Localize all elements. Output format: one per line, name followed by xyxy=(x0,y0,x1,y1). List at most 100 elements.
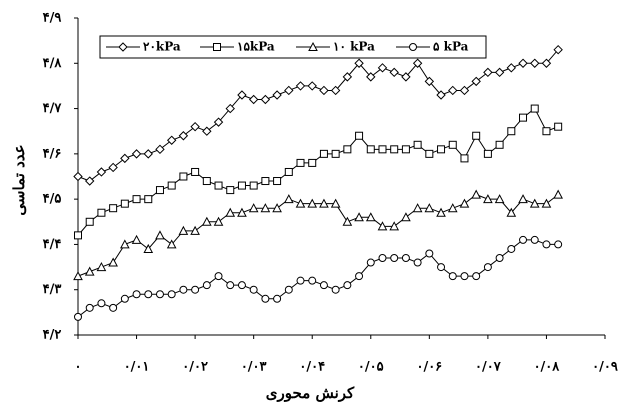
y-tick-label: ۴/۵ xyxy=(43,192,62,207)
data-point xyxy=(295,81,306,91)
legend-label: ۵ kPa xyxy=(433,40,469,54)
y-axis-title: عدد تماسی xyxy=(10,144,28,215)
data-point xyxy=(273,177,282,186)
data-point xyxy=(472,272,481,281)
data-point xyxy=(354,58,364,68)
y-tick-label: ۴/۷ xyxy=(43,101,63,116)
data-point xyxy=(96,167,107,177)
data-point xyxy=(330,85,341,96)
data-point xyxy=(249,181,258,190)
data-point xyxy=(226,281,235,290)
data-point xyxy=(342,216,353,226)
data-point xyxy=(355,131,364,140)
y-tick-label: ۴/۳ xyxy=(43,282,62,297)
data-point xyxy=(483,263,492,272)
data-point xyxy=(425,149,434,158)
data-point xyxy=(143,243,154,253)
data-point xyxy=(412,203,423,213)
data-point xyxy=(190,225,200,235)
series-line xyxy=(77,107,559,236)
data-point xyxy=(330,198,341,208)
data-point xyxy=(120,239,130,249)
data-point xyxy=(378,254,387,263)
data-point xyxy=(155,230,165,240)
x-tick-label: ۰/۰۶ xyxy=(416,360,442,375)
data-point xyxy=(237,207,247,217)
data-point xyxy=(261,294,270,303)
data-point xyxy=(437,263,446,272)
data-point xyxy=(237,281,246,290)
data-point xyxy=(519,113,528,122)
data-point xyxy=(85,176,95,186)
data-point xyxy=(167,290,176,299)
data-point xyxy=(483,67,493,78)
data-point xyxy=(460,272,469,281)
data-point xyxy=(260,94,271,105)
data-point xyxy=(448,272,457,281)
data-point xyxy=(131,234,142,244)
x-tick-label: ۰/۰۲ xyxy=(182,360,208,375)
data-point xyxy=(179,172,188,181)
data-point xyxy=(96,262,107,272)
data-point xyxy=(401,72,411,82)
data-point xyxy=(436,207,446,217)
data-point xyxy=(144,195,153,204)
legend-marker xyxy=(308,41,318,51)
x-axis-title: کرنش محوری xyxy=(266,384,355,402)
data-point xyxy=(166,239,177,249)
data-point xyxy=(542,240,551,249)
data-point xyxy=(494,67,505,78)
data-point xyxy=(295,198,306,208)
data-point xyxy=(191,167,200,176)
data-point xyxy=(201,216,212,226)
data-point xyxy=(331,285,340,294)
data-point xyxy=(412,58,423,68)
data-point xyxy=(167,181,176,190)
data-point xyxy=(530,58,540,68)
data-point xyxy=(73,271,83,281)
data-point xyxy=(355,272,364,281)
data-point xyxy=(131,149,142,159)
data-point xyxy=(202,281,211,290)
data-point xyxy=(518,58,528,68)
data-point xyxy=(85,303,94,312)
data-point xyxy=(459,198,470,208)
data-point xyxy=(248,94,259,105)
x-tick-label: ۰/۰۳ xyxy=(241,360,267,375)
data-point xyxy=(366,145,375,154)
data-point xyxy=(506,63,517,73)
data-point xyxy=(319,281,328,290)
data-point xyxy=(495,254,504,263)
data-point xyxy=(213,216,224,226)
data-point xyxy=(73,171,83,182)
data-point xyxy=(437,145,446,154)
x-tick-label: ۰/۰۷ xyxy=(475,360,502,375)
data-point xyxy=(202,177,211,186)
data-point xyxy=(553,44,563,55)
data-point xyxy=(366,258,375,267)
x-tick-label: ۰/۰۸ xyxy=(534,360,561,375)
data-point xyxy=(109,204,118,213)
data-point xyxy=(272,90,282,100)
data-point xyxy=(472,131,481,140)
data-point xyxy=(483,194,493,204)
legend-label: ۱۰ kPa xyxy=(333,40,375,54)
data-point xyxy=(424,203,435,213)
data-point xyxy=(342,72,353,82)
data-point xyxy=(155,144,165,155)
data-point xyxy=(214,181,223,190)
data-point xyxy=(178,131,189,141)
data-point xyxy=(143,149,153,159)
legend-label: ۱۵kPa xyxy=(237,40,275,54)
data-point xyxy=(518,194,528,204)
data-point xyxy=(529,198,540,208)
data-point xyxy=(483,149,492,158)
data-point xyxy=(494,194,505,204)
data-point xyxy=(190,121,200,132)
data-point xyxy=(237,90,247,100)
data-point xyxy=(296,276,305,285)
data-point xyxy=(459,85,470,96)
data-point xyxy=(225,207,236,217)
data-point xyxy=(343,145,352,154)
